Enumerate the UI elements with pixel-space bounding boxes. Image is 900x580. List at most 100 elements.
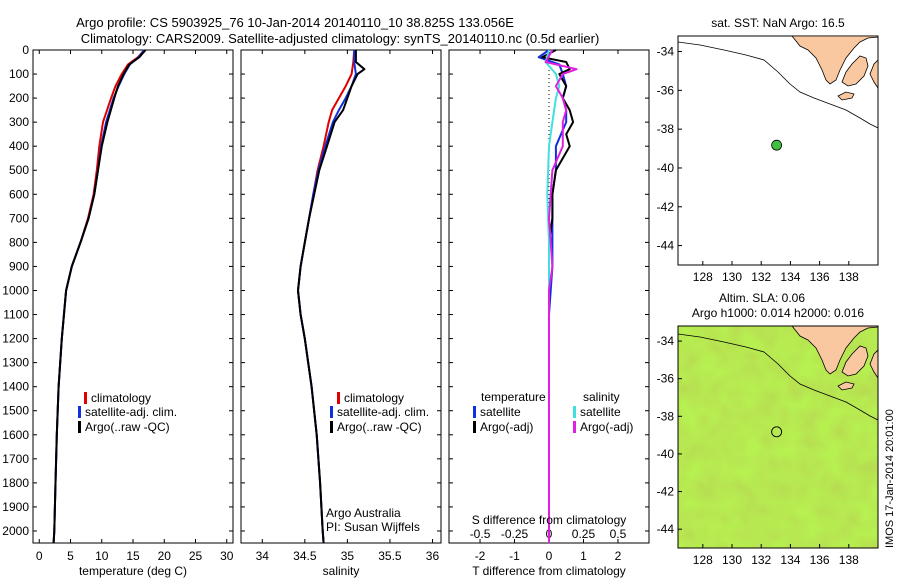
float-location-marker [771, 426, 783, 438]
legend-label-climatology: climatology [344, 391, 404, 405]
salinity-axes-frame [240, 49, 442, 544]
shelf-contour [678, 333, 878, 421]
legend-swatch-argo [78, 421, 81, 433]
s-diff-tick-label: -0.5 [470, 527, 491, 541]
x-tick-label: 25 [189, 549, 203, 563]
salinity-legend: climatology satellite-adj. clim. Argo(..… [330, 391, 429, 434]
temperature-panel: 0100200300400500600700800900100011001200… [2, 43, 233, 578]
sla-lat-ticks: -34 -36 -38 -40 -42 -44 [657, 334, 682, 536]
temperature-axes-frame [32, 49, 234, 544]
depth-tick-label: 1500 [2, 404, 29, 418]
s-diff-tick-label: 0.5 [610, 527, 627, 541]
legend-label-t-argo: Argo(-adj) [480, 420, 533, 434]
series-line-climatology [52, 49, 146, 544]
spencer-gulf-coast [841, 345, 869, 377]
legend-label-climatology: climatology [91, 391, 151, 405]
depth-tick-label: 100 [9, 67, 29, 81]
x-tick-label: 2 [615, 549, 622, 563]
difference-panel: -2 -1 0 1 2-0.5 -0.25 0 0.25 0.5 T difference fr… [448, 49, 650, 578]
lon-tick-label: 130 [722, 553, 742, 567]
sst-lon-ticks: 128 130 132 134 136 138 [693, 261, 859, 284]
lat-tick-label: -34 [657, 334, 675, 348]
lat-tick-label: -38 [657, 409, 675, 423]
legend-swatch-satellite [78, 406, 81, 418]
salinity-depth-ticks [241, 49, 441, 532]
salinity-panel: 34 34.5 35 35.5 36 salinity climatology sate… [240, 49, 442, 578]
imos-watermark: IMOS 17-Jan-2014 20:01:00 [884, 409, 896, 548]
s-diff-tick-label: -0.25 [501, 527, 529, 541]
x-tick-label: -2 [475, 549, 486, 563]
temperature-legend: climatology satellite-adj. clim. Argo(..… [78, 391, 177, 434]
sst-land [791, 35, 879, 101]
legend-swatch-t-satellite [473, 406, 476, 418]
southern-coast [869, 59, 879, 90]
depth-tick-label: 1800 [2, 476, 29, 490]
x-tick-label: 34.5 [293, 549, 317, 563]
title-line-1: Argo profile: CS 5903925_76 10-Jan-2014 … [76, 15, 514, 30]
lat-tick-label: -42 [657, 485, 675, 499]
lon-tick-label: 138 [839, 553, 859, 567]
x-tick-label: 35.5 [378, 549, 402, 563]
x-tick-label: 35 [341, 549, 355, 563]
x-tick-label: 1 [580, 549, 587, 563]
legend-title-salinity: salinity [583, 390, 620, 404]
legend-label-satellite: satellite-adj. clim. [85, 405, 177, 419]
kangaroo-island [837, 91, 855, 101]
series-line-argo-raw-qc- [52, 49, 147, 544]
depth-tick-label: 0 [22, 43, 29, 57]
series-line-temperature-argo-adj- [541, 49, 575, 543]
depth-tick-label: 800 [9, 235, 29, 249]
lat-tick-label: -44 [657, 239, 675, 253]
sla-map-title-2: Argo h1000: 0.014 h2000: 0.016 [692, 306, 864, 320]
difference-legend: temperature salinity satellite Argo(-adj… [473, 390, 633, 434]
legend-label-satellite: satellite-adj. clim. [337, 405, 429, 419]
temperature-series [52, 49, 147, 544]
difference-xlabel: T difference from climatology [472, 564, 626, 578]
depth-tick-label: 1700 [2, 452, 29, 466]
lon-tick-label: 136 [810, 553, 830, 567]
depth-tick-label: 400 [9, 139, 29, 153]
x-tick-label: 15 [126, 549, 140, 563]
temperature-xlabel: temperature (deg C) [79, 564, 187, 578]
series-line-salinity-satellite [544, 49, 561, 543]
sla-map-title-1: Altim. SLA: 0.06 [719, 291, 805, 305]
salinity-xlabel: salinity [323, 564, 360, 578]
x-tick-label: 10 [95, 549, 109, 563]
sst-map-frame [677, 35, 879, 266]
lon-tick-label: 132 [751, 553, 771, 567]
depth-tick-label: 1600 [2, 428, 29, 442]
sst-lat-ticks: -34 -36 -38 -40 -42 -44 [657, 45, 682, 253]
lon-tick-label: 132 [751, 270, 771, 284]
lat-tick-label: -42 [657, 200, 675, 214]
lat-tick-label: -34 [657, 45, 675, 59]
australia-land-mass [791, 35, 879, 85]
depth-tick-label: 1200 [2, 332, 29, 346]
kangaroo-island [837, 381, 855, 391]
depth-tick-label: 1000 [2, 283, 29, 297]
depth-tick-label: 700 [9, 211, 29, 225]
legend-label-t-satellite: satellite [480, 405, 521, 419]
legend-swatch-argo [330, 421, 333, 433]
lat-tick-label: -36 [657, 372, 675, 386]
x-tick-label: 34 [256, 549, 270, 563]
legend-title-temperature: temperature [481, 390, 546, 404]
legend-swatch-s-argo [573, 421, 576, 433]
depth-tick-label: 900 [9, 259, 29, 273]
legend-swatch-climatology [337, 392, 340, 404]
difference-depth-ticks [449, 49, 649, 532]
float-location-marker [771, 139, 783, 151]
lon-tick-label: 138 [839, 270, 859, 284]
sst-map-title: sat. SST: NaN Argo: 16.5 [711, 16, 845, 30]
x-tick-label: 20 [158, 549, 172, 563]
x-tick-label: 30 [220, 549, 234, 563]
lon-tick-label: 134 [780, 553, 800, 567]
lat-tick-label: -38 [657, 122, 675, 136]
legend-swatch-climatology [84, 392, 87, 404]
depth-ticks: 0 100 200 300 400 500 600 700 800 900 1000 1100 1200… [2, 43, 233, 538]
lat-tick-label: -40 [657, 447, 675, 461]
lat-tick-label: -40 [657, 161, 675, 175]
institution-label: Argo Australia [326, 506, 401, 520]
series-line-argo-raw-qc- [297, 50, 366, 544]
title-line-2: Climatology: CARS2009. Satellite-adjuste… [81, 31, 600, 46]
